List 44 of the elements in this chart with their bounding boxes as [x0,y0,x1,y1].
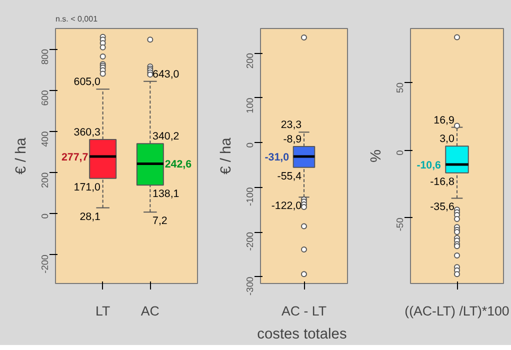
annotation: 7,2 [152,215,168,228]
y-tick-label: 0 [395,150,405,156]
y-tick-label: 400 [40,131,50,147]
x-tick-label: LT [96,304,110,318]
y-tick-label: -200 [40,254,50,274]
x-tick-label: AC [140,304,160,318]
annotation: 360,3 [74,126,101,138]
annotation: -55,4 [277,170,302,182]
annotation: 3,0 [440,133,454,146]
y-tick-label: -200 [245,232,255,251]
y-axis-title: % [368,149,384,163]
annotation: 643,0 [152,68,180,80]
y-tick-label: -300 [245,276,255,296]
annotation: 28,1 [80,210,101,223]
y-tick-label: -50 [395,218,405,232]
annotation: -31,0 [264,151,290,164]
y-tick-label: 0 [245,142,255,148]
x-tick-label: AC - LT [282,304,326,318]
x-tick-label: ((AC-LT) /LT)*100 [404,304,510,318]
text: n.s. < 0,001 [56,14,98,24]
annotation: 16,9 [434,114,454,126]
annotation: -122,0 [271,200,302,212]
annotation: 138,1 [152,188,180,200]
annotation: 171,0 [74,181,101,194]
annotation: 605,0 [74,76,101,88]
y-tick-label: 600 [40,90,50,106]
annotation: -10,6 [416,159,442,172]
y-tick-label: 50 [395,82,405,93]
annotation: 242,6 [164,158,192,171]
y-tick-label: 100 [245,98,255,114]
y-tick-label: 200 [245,53,255,69]
y-tick-label: 800 [40,49,50,65]
y-tick-label: 0 [40,214,50,219]
annotation: 340,2 [152,130,180,143]
y-axis-title: € / ha [218,136,234,174]
y-tick-label: 200 [40,172,50,188]
annotation: 23,3 [280,119,302,132]
annotation: -8,9 [283,134,302,146]
annotation: -16,8 [430,176,454,188]
annotation: 277,7 [61,151,88,164]
y-axis-title: € / ha [14,136,30,174]
x-axis-title: costes totales [257,326,347,342]
y-tick-label: -100 [245,187,255,206]
annotation: -35,6 [430,201,454,214]
